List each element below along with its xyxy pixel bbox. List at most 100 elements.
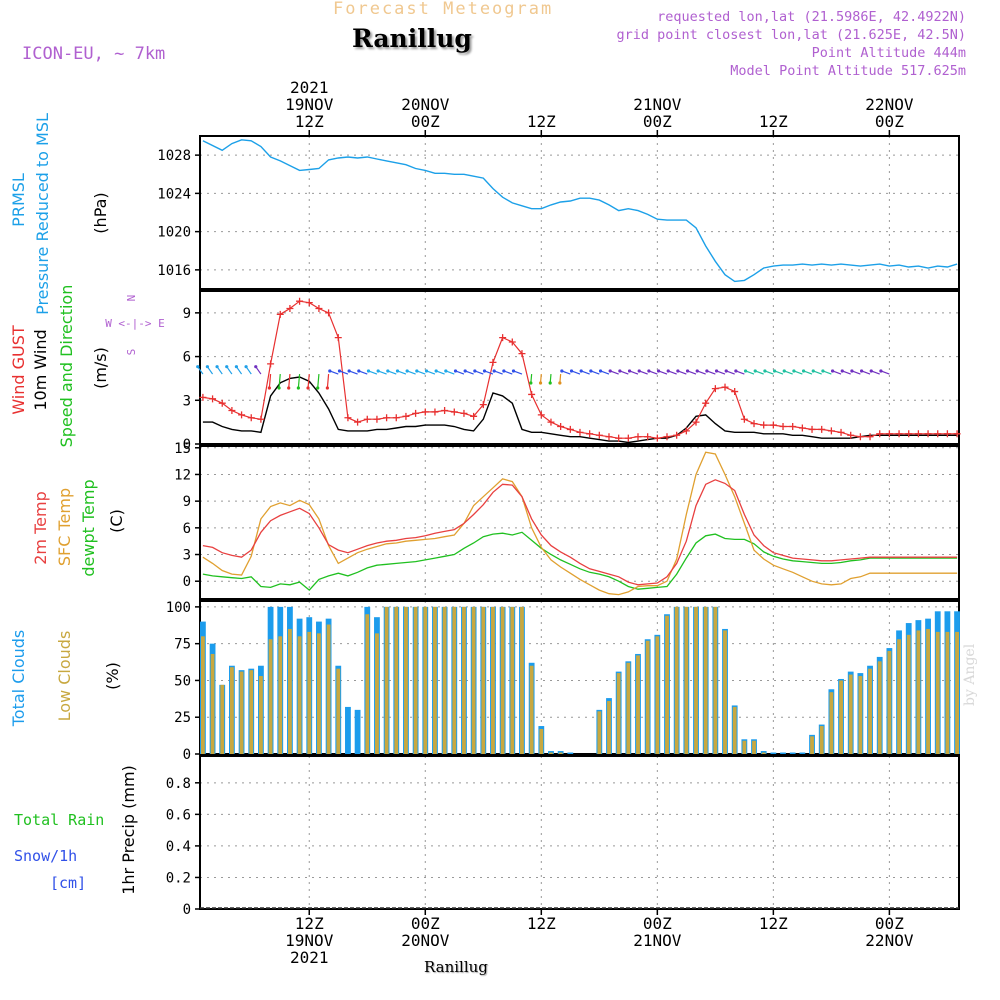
low-cloud-bar (713, 606, 718, 754)
y-tick-label: 75 (174, 637, 191, 653)
gust-marker (721, 383, 729, 391)
gust-marker (218, 399, 226, 407)
gust-marker (827, 427, 835, 435)
wind-arrow-head (850, 369, 854, 373)
header-top-title: Forecast Meteogram (333, 0, 554, 19)
y-tick-label: 0.8 (166, 776, 191, 792)
wind-arrow (288, 374, 291, 389)
low-cloud-bar (500, 606, 505, 754)
gust-line (202, 300, 958, 439)
wind-arrow-head (821, 369, 825, 373)
y-tick-label: 0 (183, 902, 191, 918)
low-cloud-bar (326, 624, 331, 754)
wind-arrow-head (529, 381, 533, 385)
low-cloud-bar (607, 701, 611, 754)
wind-arrow-head (502, 369, 506, 373)
gust-marker (769, 421, 777, 429)
low-cloud-bar (510, 606, 515, 754)
time-label-top: 12Z (759, 112, 788, 131)
gust-marker (731, 388, 739, 396)
gust-marker (228, 406, 236, 414)
wind-arrow-head (287, 386, 291, 390)
panel-frame (199, 755, 960, 910)
low-cloud-bar (288, 628, 292, 754)
wind-arrow-head (337, 369, 342, 373)
wind-arrow-head (753, 369, 757, 373)
gust-marker (905, 430, 913, 438)
gust-marker (624, 434, 632, 442)
wind-arrow-head (244, 365, 248, 369)
y-tick-label: 50 (174, 673, 191, 689)
low-cloud-bar (839, 680, 843, 754)
wind-arrow (278, 374, 281, 389)
low-cloud-bar (616, 673, 621, 754)
low-cloud-bar (462, 606, 466, 754)
gust-marker (499, 334, 507, 342)
wind-arrow-head (685, 369, 690, 373)
speed-dir-label: Speed and Direction (57, 285, 76, 448)
low-cloud-bar (703, 606, 708, 754)
time-label-bottom: 12Z (759, 914, 788, 933)
wind-arrow-head (840, 369, 844, 373)
gust-marker (209, 395, 217, 403)
wind-arrow (297, 374, 301, 389)
wind-arrow (326, 374, 330, 389)
low-cloud-bar (732, 706, 737, 754)
wind-arrow-head (347, 369, 351, 373)
low-cloud-bar (539, 728, 544, 754)
wind-arrow-head (695, 369, 699, 373)
wind-arrow-head (357, 369, 361, 373)
time-label-top: 2021 (290, 78, 329, 97)
grid-point-coords: grid point closest lon,lat (21.625E, 42.… (616, 27, 967, 43)
low-cloud-bar (887, 651, 892, 754)
wind-arrow-head (395, 369, 400, 373)
wind-arrow-head (618, 369, 622, 373)
gust-marker (837, 428, 845, 436)
gust-marker (383, 414, 391, 422)
pressure-subtitle-label: Pressure Reduced to MSL (33, 113, 52, 315)
low-cloud-bar (945, 631, 950, 754)
gust-marker (267, 360, 275, 368)
panel-frame (199, 135, 960, 290)
low-cloud-bar (761, 752, 766, 754)
wind-arrow-head (463, 369, 467, 373)
time-label-bottom: 2021 (290, 948, 329, 967)
y-tick-label: 0 (183, 747, 191, 763)
gust-marker (528, 390, 536, 398)
gust-marker (354, 418, 362, 426)
wind-arrow-head (869, 369, 873, 373)
gust-marker (740, 415, 748, 423)
gust-marker (247, 414, 255, 422)
low-cloud-bar (636, 655, 640, 754)
pressure-unit-label: (hPa) (91, 192, 110, 233)
gust-marker (634, 433, 642, 441)
wind-arrow-head (724, 369, 728, 373)
time-label-top: 19NOV (285, 95, 334, 114)
low-cloud-bar (626, 662, 631, 754)
wind-arrow-head (473, 369, 477, 373)
wind-arrow-head (666, 369, 670, 373)
time-label-top: 00Z (411, 112, 440, 131)
wind-arrow-head (482, 369, 487, 373)
y-tick-label: 25 (174, 710, 191, 726)
station-title: Ranillug (352, 24, 472, 53)
temp-unit-label: (C) (107, 509, 126, 533)
low-cloud-bar (404, 606, 408, 754)
time-label-bottom: 21NOV (633, 931, 682, 950)
y-tick-label: 9 (183, 306, 191, 322)
low-cloud-bar (665, 615, 669, 754)
low-cloud-bar (220, 684, 225, 754)
low-cloud-bar (935, 631, 940, 754)
wind-arrow-head (267, 386, 271, 390)
low-cloud-bar (848, 674, 853, 754)
low-cloud-bar (394, 606, 399, 754)
low-cloud-bar (655, 636, 660, 754)
bottom-station-label: Ranillug (424, 958, 488, 976)
dewpt-line (202, 531, 958, 591)
gust-marker (537, 411, 545, 419)
gust-marker (711, 385, 719, 393)
gust-marker (276, 310, 284, 318)
gust-marker (586, 430, 594, 438)
total-cloud-bar (789, 752, 796, 754)
time-label-top: 12Z (527, 112, 556, 131)
